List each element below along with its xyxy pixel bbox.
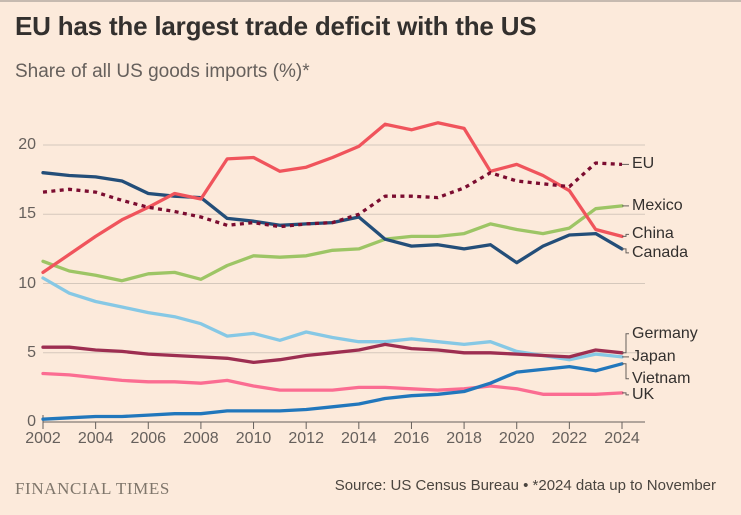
series-label-japan: Japan [632, 347, 676, 365]
x-tick-label-2018: 2018 [446, 430, 482, 447]
leader-line-vietnam [621, 363, 629, 380]
series-line-eu [42, 161, 623, 229]
chart-subtitle: Share of all US goods imports (%)* [15, 61, 310, 82]
series-line-uk [41, 371, 624, 396]
x-tick-label-2004: 2004 [77, 430, 114, 447]
leader-line-china [621, 233, 629, 237]
x-tick-label-2010: 2010 [235, 430, 272, 447]
x-tick-label-2020: 2020 [498, 430, 535, 447]
x-tick-label-2022: 2022 [551, 430, 588, 447]
series-line-germany [41, 342, 624, 365]
series-label-uk: UK [632, 385, 655, 403]
series-label-canada: Canada [632, 243, 689, 261]
series-label-vietnam: Vietnam [632, 369, 691, 387]
series-line-japan [41, 276, 624, 362]
leader-line-germany [621, 333, 629, 354]
series-label-germany: Germany [632, 324, 698, 342]
series-label-china: China [632, 225, 674, 243]
ft-logo: FINANCIAL TIMES [15, 479, 170, 498]
y-tick-label-5: 5 [27, 343, 36, 361]
y-tick-label-10: 10 [18, 274, 36, 292]
series-label-eu: EU [632, 155, 655, 173]
y-tick-label-0: 0 [27, 413, 36, 430]
y-tick-label-15: 15 [18, 205, 36, 223]
x-tick-label-2012: 2012 [288, 430, 324, 447]
series-line-mexico [41, 204, 624, 283]
x-tick-label-2016: 2016 [393, 430, 430, 447]
x-tick-label-2008: 2008 [183, 430, 219, 447]
x-tick-label-2006: 2006 [130, 430, 167, 447]
x-tick-label-2024: 2024 [604, 430, 640, 447]
page-title: EU has the largest trade deficit with th… [15, 11, 537, 41]
series-line-china [41, 121, 624, 275]
x-tick-label-2002: 2002 [25, 430, 61, 447]
series-label-mexico: Mexico [632, 196, 683, 214]
series-line-vietnam [41, 362, 624, 421]
leader-line-canada [621, 248, 629, 254]
x-tick-label-2014: 2014 [341, 430, 377, 447]
source-note: Source: US Census Bureau • *2024 data up… [334, 477, 716, 494]
y-tick-label-20: 20 [18, 136, 36, 153]
leader-line-uk [621, 392, 629, 396]
